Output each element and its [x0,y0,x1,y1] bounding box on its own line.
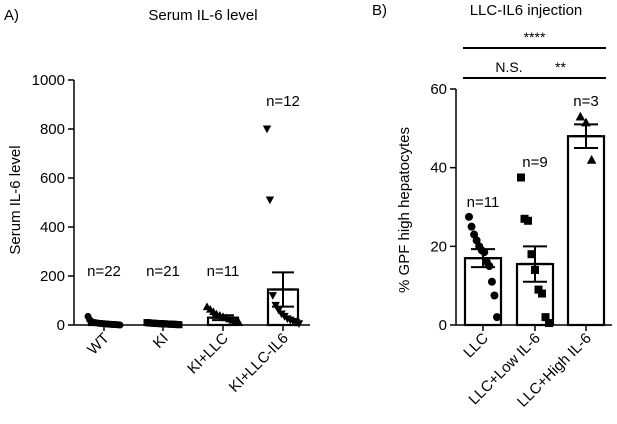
chart-a-n-label: n=21 [146,263,180,280]
chart-b-data-point [538,289,546,298]
chart-a-y-tick-label: 800 [40,121,65,138]
chart-a-y-tick-label: 1000 [32,72,65,89]
chart-a-plot: 0 200 400 600 800 1000 WT n=22 KI n=21 KI+LLC n=11 K… [32,72,310,396]
chart-a-category-label: KI+LLC-IL6 [226,330,292,396]
chart-b-significance-label: **** [524,29,546,45]
chart-a-y-tick-label: 600 [40,170,65,187]
chart-b-data-point [586,155,597,164]
chart-b-y-tick-label: 60 [430,81,447,98]
chart-b-data-point [581,117,591,127]
chart-b-data-point [527,250,536,259]
chart-b-data-point [493,313,501,322]
chart-b-data-point [480,248,489,257]
panel-a-label: A) [4,7,19,24]
chart-b-n-label: n=11 [467,194,500,211]
chart-b-data-point [490,291,499,300]
chart-a-title: Serum IL-6 level [148,7,257,24]
panel-b-label: B) [372,2,387,19]
chart-b: B) LLC-IL6 injection % GPF high hepatocy… [372,2,612,411]
chart-b-significance-label: N.S. [495,59,522,75]
chart-b-n-label: n=9 [522,154,547,171]
chart-b-n-label: n=3 [573,93,598,110]
chart-b-significance-label: ** [555,59,566,75]
chart-a-category-label: KI [150,330,172,352]
chart-b-data-point [541,313,550,322]
chart-b-data-point [485,262,494,270]
chart-b-y-tick-label: 0 [439,317,447,334]
chart-a-y-axis-label: Serum IL-6 level [7,145,24,254]
chart-b-y-tick-label: 40 [430,160,447,177]
chart-a-category-label: KI+LLC [184,330,232,378]
chart-a: A) Serum IL-6 level Serum IL-6 level 0 20… [4,7,310,396]
chart-b-data-point [575,111,586,121]
chart-a-data-point [262,125,272,134]
chart-b-data-point [465,212,473,221]
chart-a-n-label: n=12 [266,93,300,110]
chart-a-data-point [234,318,244,327]
chart-b-data-point [531,265,539,274]
chart-a-data-point [175,321,183,329]
chart-b-data-point [467,222,476,231]
chart-a-data-point [116,321,124,329]
chart-a-n-label: n=11 [207,263,240,280]
chart-a-data-point [271,301,280,310]
chart-a-data-point [268,292,278,300]
chart-a-data-point [294,320,304,328]
chart-a-data-point [265,196,275,205]
chart-b-data-point [524,216,532,225]
chart-a-y-tick-label: 400 [40,219,65,236]
chart-b-data-point [487,277,496,286]
chart-b-y-axis-label: % GPF high hepatocytes [396,127,413,293]
chart-a-y-tick-label: 200 [40,268,65,285]
chart-a-category-label: WT [84,330,113,359]
chart-a-n-label: n=22 [87,263,121,280]
chart-b-bar [566,135,606,327]
chart-b-y-tick-label: 20 [430,238,447,255]
chart-b-category-label: LLC [460,330,492,362]
chart-b-data-point [517,173,525,182]
chart-b-data-point [545,319,553,328]
chart-b-title: LLC-IL6 injection [470,2,583,19]
chart-a-y-tick-label: 0 [57,317,65,334]
